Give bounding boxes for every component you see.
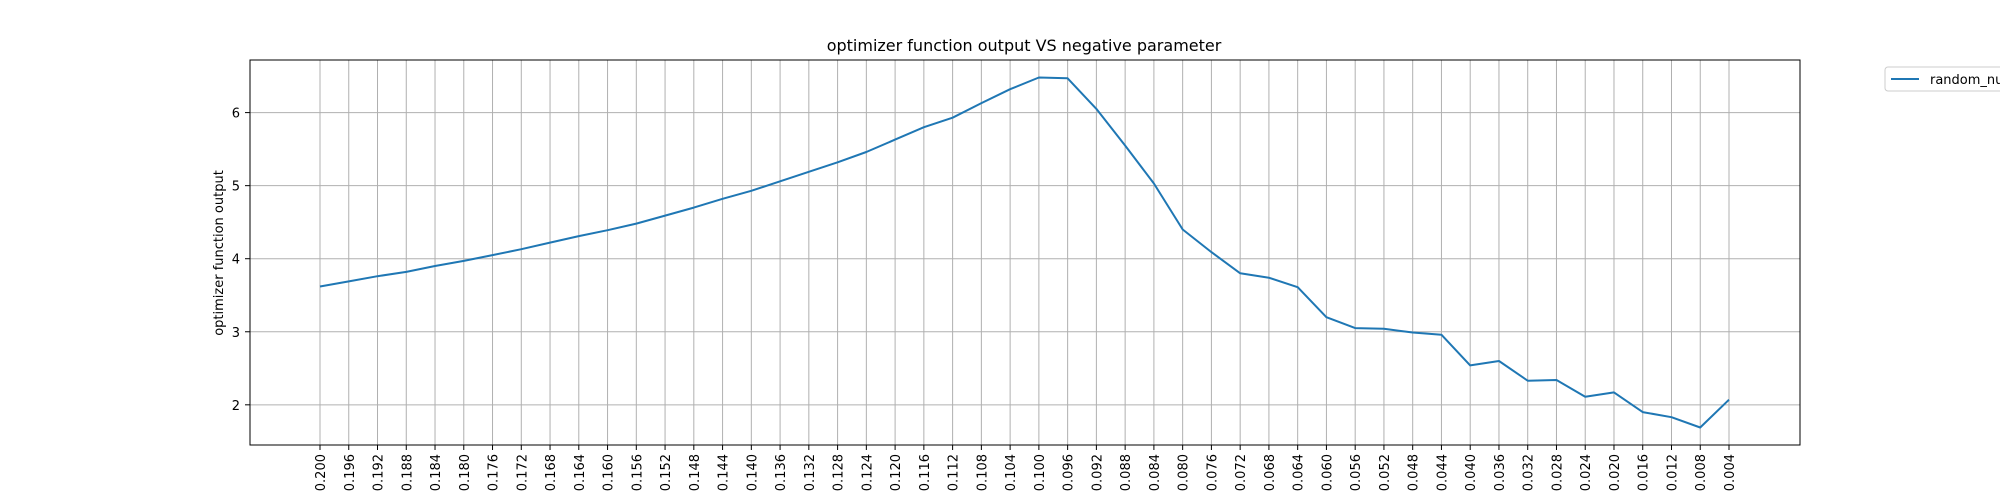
x-tick-label: 0.104 <box>1004 454 1019 491</box>
x-tick-label: 0.168 <box>544 454 559 491</box>
x-tick-label: 0.124 <box>860 454 875 491</box>
y-tick-label: 2 <box>232 399 240 414</box>
x-tick-label: 0.116 <box>918 454 933 491</box>
x-tick-label: 0.160 <box>602 454 617 491</box>
x-tick-label: 0.196 <box>343 454 358 491</box>
x-axis: 0.200 0.196 0.192 0.188 0.184 0.180 0.176 0.172… <box>314 445 1738 491</box>
x-tick-label: 0.044 <box>1435 454 1450 491</box>
x-tick-label: 0.172 <box>515 454 530 491</box>
series-layer <box>319 76 1730 429</box>
legend: random_nu <box>1884 66 2000 92</box>
x-tick-label: 0.060 <box>1320 454 1335 491</box>
x-tick-label: 0.136 <box>774 454 789 491</box>
x-tick-label: 0.004 <box>1723 454 1738 491</box>
x-tick-label: 0.052 <box>1378 454 1393 491</box>
x-tick-label: 0.080 <box>1177 454 1192 491</box>
x-tick-label: 0.100 <box>1033 454 1048 491</box>
x-tick-label: 0.040 <box>1464 454 1479 491</box>
x-tick-label: 0.108 <box>975 454 990 491</box>
y-tick-label: 4 <box>232 253 240 268</box>
legend-box <box>1884 66 2000 92</box>
x-tick-label: 0.112 <box>947 454 962 491</box>
x-tick-label: 0.148 <box>688 454 703 491</box>
plot-area <box>249 59 1801 446</box>
x-tick-label: 0.016 <box>1637 454 1652 491</box>
y-axis: 2 3 4 5 6 <box>232 107 250 414</box>
x-tick-label: 0.024 <box>1579 454 1594 491</box>
x-tick-label: 0.152 <box>659 454 674 491</box>
chart-title: optimizer function output VS negative pa… <box>827 36 1222 55</box>
x-tick-label: 0.072 <box>1234 454 1249 491</box>
y-axis-label: optimizer function output <box>212 170 227 336</box>
x-tick-label: 0.188 <box>400 454 415 491</box>
x-tick-label: 0.056 <box>1349 454 1364 491</box>
legend-label: random_nu <box>1930 73 2000 88</box>
x-tick-label: 0.084 <box>1148 454 1163 491</box>
y-tick-label: 5 <box>232 180 240 195</box>
x-tick-label: 0.068 <box>1263 454 1278 491</box>
x-tick-label: 0.088 <box>1119 454 1134 491</box>
x-tick-label: 0.092 <box>1090 454 1105 491</box>
x-tick-label: 0.184 <box>429 454 444 491</box>
x-tick-label: 0.176 <box>487 454 502 491</box>
y-tick-label: 6 <box>232 107 240 122</box>
series-line-random_nu <box>319 76 1730 429</box>
x-tick-label: 0.012 <box>1665 454 1680 491</box>
x-tick-label: 0.140 <box>745 454 760 491</box>
x-tick-label: 0.096 <box>1062 454 1077 491</box>
grid <box>250 60 1800 445</box>
y-tick-label: 3 <box>232 326 240 341</box>
x-tick-label: 0.192 <box>372 454 387 491</box>
x-tick-label: 0.032 <box>1522 454 1537 491</box>
x-tick-label: 0.156 <box>630 454 645 491</box>
x-tick-label: 0.036 <box>1493 454 1508 491</box>
x-tick-label: 0.132 <box>803 454 818 491</box>
x-tick-label: 0.120 <box>889 454 904 491</box>
x-tick-label: 0.144 <box>717 454 732 491</box>
x-tick-label: 0.164 <box>573 454 588 491</box>
x-tick-label: 0.180 <box>458 454 473 491</box>
x-tick-label: 0.020 <box>1608 454 1623 491</box>
x-tick-label: 0.008 <box>1694 454 1709 491</box>
x-tick-label: 0.200 <box>314 454 329 491</box>
x-tick-label: 0.064 <box>1292 454 1307 491</box>
x-tick-label: 0.076 <box>1205 454 1220 491</box>
plot-frame <box>249 59 1801 446</box>
x-tick-label: 0.128 <box>832 454 847 491</box>
x-tick-label: 0.028 <box>1550 454 1565 491</box>
x-tick-label: 0.048 <box>1407 454 1422 491</box>
